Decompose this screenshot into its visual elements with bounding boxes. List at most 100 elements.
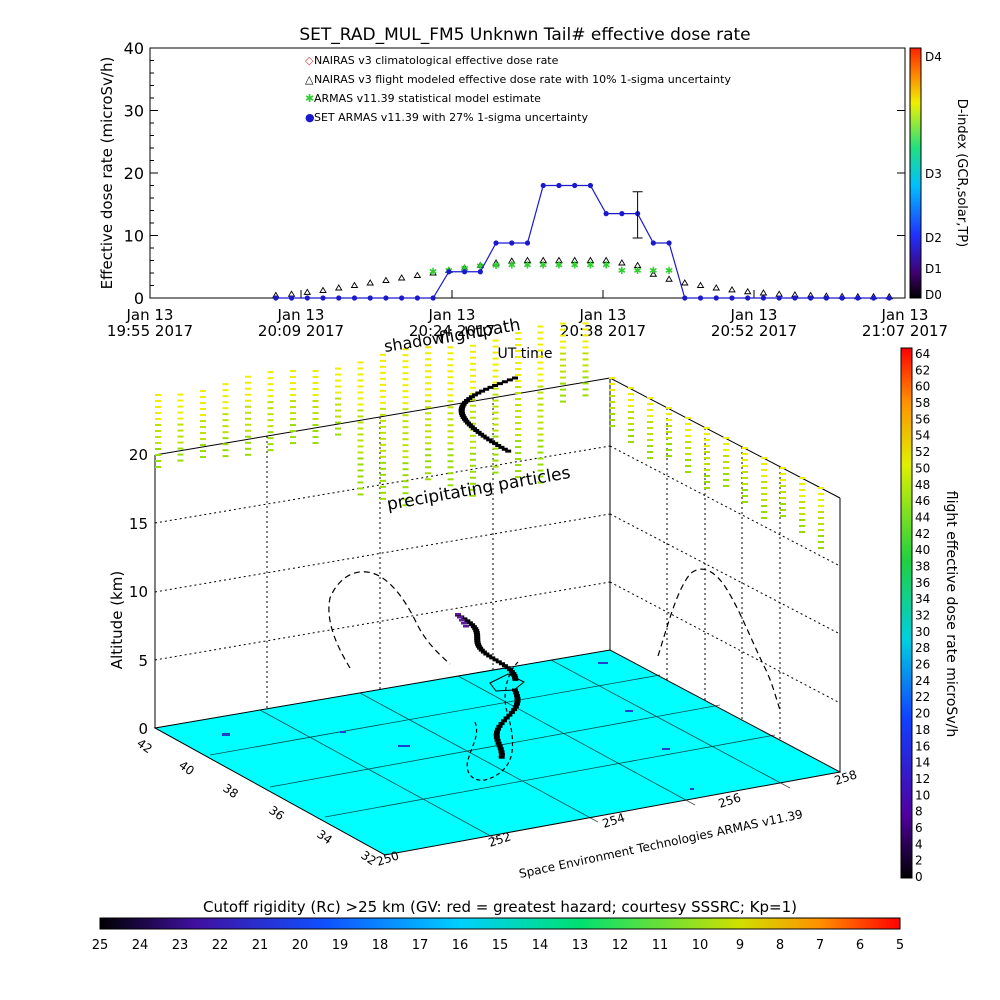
- altitude-tick-5: 5: [138, 652, 148, 670]
- set-armas-point: [446, 269, 452, 275]
- armas-model-point: ✱: [539, 260, 547, 271]
- flightpath-point: [466, 423, 473, 427]
- flightpath-point: [497, 747, 504, 751]
- set-armas-point: [776, 295, 782, 301]
- set-armas-point: [697, 295, 704, 301]
- y-axis: 0 10 20 30 40: [124, 39, 905, 308]
- set-armas-point: [650, 240, 656, 246]
- flightpath-point: [483, 652, 490, 656]
- longitude-tick-252: 252: [487, 829, 513, 849]
- flightpath-point: [493, 736, 500, 740]
- cutoff-tick-label: 7: [816, 938, 824, 953]
- y-tick-label: 20: [124, 164, 144, 183]
- altitude-ticks: 20 15 10 5 0: [129, 446, 148, 738]
- precipitating-particles: [155, 322, 824, 549]
- x-tick-label-time: 20:52 2017: [711, 322, 797, 340]
- flightpath-point: [492, 442, 499, 446]
- d-index-tick-d0: D0: [925, 288, 942, 302]
- set-armas-point: [729, 295, 735, 301]
- flightpath-point: [477, 646, 484, 650]
- flightpath-point: [496, 744, 503, 748]
- x-tick-label-time: 20:24 2017: [409, 322, 495, 340]
- altitude-axis-label: Altitude (km): [108, 571, 126, 669]
- set-armas-point: [808, 295, 814, 301]
- flightpath-point: [486, 654, 493, 658]
- flightpath-point: [474, 640, 481, 644]
- flightpath-point: [513, 691, 520, 695]
- longitude-tick-256: 256: [717, 790, 743, 810]
- dose-colorbar-ticks: 6462605856545250484644424038363432302826…: [915, 347, 930, 884]
- flightpath-point: [473, 429, 480, 432]
- cutoff-ticks: 25 24 23 22 21 20 19 18 17 16 15 14 13 12 11 10 9 8 7 6 5: [92, 938, 904, 953]
- d-index-tick-d3: D3: [925, 167, 942, 181]
- flightpath-point: [498, 752, 505, 756]
- flightpath-point: [506, 713, 513, 717]
- floor-patches: [222, 662, 694, 790]
- flightpath-point: [501, 664, 508, 668]
- flightpath-point: [469, 623, 476, 627]
- flightpath-point: [513, 694, 520, 698]
- cutoff-tick-label: 10: [692, 938, 709, 953]
- flightpath-point-purple: [455, 613, 461, 616]
- flightpath-point: [500, 719, 507, 723]
- flightpath-point: [474, 636, 481, 640]
- flightpath-point: [511, 673, 518, 677]
- cutoff-tick-label: 8: [776, 938, 784, 953]
- dose-tick-label: 44: [915, 510, 930, 524]
- x-tick-label-time: 20:09 2017: [258, 322, 344, 340]
- altitude-tick-15: 15: [129, 515, 148, 533]
- flightpath-point: [466, 621, 473, 625]
- set-armas-point: [509, 240, 515, 246]
- latitude-tick-34: 34: [314, 827, 335, 847]
- nairas-point: [759, 289, 768, 296]
- dose-tick-label: 50: [915, 461, 930, 475]
- dose-tick-label: 10: [915, 788, 930, 802]
- flightpath-point: [492, 658, 499, 662]
- flightpath-point: [459, 414, 466, 417]
- d-index-colorbar: [909, 47, 922, 299]
- dose-tick-label: 18: [915, 723, 930, 737]
- legend-label-set-armas: SET ARMAS v11.39 with 27% 1-sigma uncert…: [314, 111, 588, 124]
- nairas-point: [350, 281, 359, 288]
- d-index-tick-d1: D1: [925, 262, 942, 276]
- flightpath-point: [514, 696, 521, 700]
- cutoff-tick-label: 9: [736, 938, 744, 953]
- longitude-tick-254: 254: [601, 810, 627, 830]
- dose-tick-label: 8: [915, 805, 923, 819]
- flightpath-point: [494, 738, 501, 742]
- flightpath-point: [479, 389, 486, 393]
- flightpath-point: [506, 378, 513, 382]
- set-armas-point: [556, 182, 562, 189]
- d-index-tick-d4: D4: [925, 50, 942, 64]
- set-armas-point: [304, 295, 310, 301]
- set-armas-point: [414, 295, 420, 301]
- flightpath-point: [504, 666, 511, 670]
- legend-symbol-nairas-climatological: ◇: [305, 54, 314, 67]
- flightpath-point-purple: [457, 616, 463, 619]
- y-tick-label: 0: [134, 289, 144, 308]
- latitude-tick-36: 36: [266, 803, 287, 823]
- nairas-point: [523, 256, 532, 263]
- dose-tick-label: 14: [915, 756, 930, 770]
- flightpath-point: [496, 382, 503, 386]
- nairas-point: [429, 269, 437, 276]
- set-armas-point: [870, 295, 877, 301]
- flightpath-point: [512, 677, 519, 681]
- altitude-tick-20: 20: [129, 446, 148, 464]
- flightpath-point: [463, 399, 470, 402]
- y-tick-label: 30: [124, 102, 144, 121]
- flightpath-point: [508, 670, 515, 674]
- dose-tick-label: 34: [915, 592, 930, 606]
- set-armas-point: [540, 182, 546, 189]
- legend-symbol-nairas-flight: △: [305, 73, 314, 86]
- nairas-point: [665, 275, 673, 282]
- dose-tick-label: 28: [915, 641, 930, 655]
- flightpath-point: [461, 417, 468, 421]
- dose-tick-label: 56: [915, 412, 930, 426]
- flightpath-point: [459, 412, 466, 416]
- flightpath-point: [498, 722, 505, 726]
- dose-tick-label: 6: [915, 821, 923, 835]
- flightpath-point: [458, 406, 465, 410]
- cutoff-tick-label: 12: [612, 938, 629, 953]
- d-index-label: D-index (GCR,solar,TP): [954, 99, 969, 247]
